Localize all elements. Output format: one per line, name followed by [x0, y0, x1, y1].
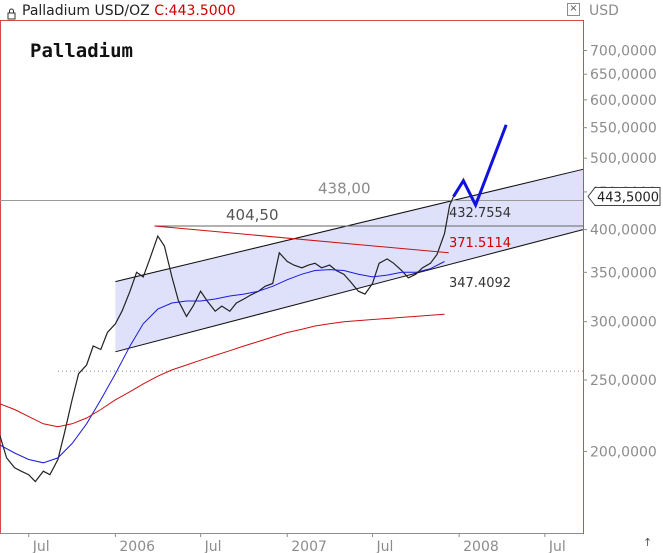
annotation-label: 432.7554: [449, 206, 511, 221]
x-tick-label: Jul: [32, 539, 50, 553]
last-price-tag-box: [587, 187, 661, 207]
moving-average-red: [0, 313, 445, 428]
moving-average-blue: [0, 261, 445, 464]
channel-lower-line: [115, 229, 584, 353]
level-label-404: 404,50: [226, 206, 279, 224]
currency-label: USD: [589, 3, 619, 19]
level-label-438: 438,00: [318, 180, 371, 198]
y-tick-label: 300,0000: [590, 315, 657, 331]
x-tick-label: 2006: [119, 539, 155, 553]
y-tick-label: 700,0000: [590, 44, 657, 60]
projection-line: [452, 124, 508, 209]
chart-header: Palladium USD/OZ C:443.5000: [22, 3, 235, 19]
y-tick-label: 200,0000: [590, 444, 657, 460]
x-tick-label: Jul: [204, 539, 222, 553]
chart-title: Palladium: [30, 40, 133, 62]
y-tick-label: 350,0000: [590, 265, 657, 281]
y-tick-label: 600,0000: [590, 93, 657, 109]
y-tick-label: 550,0000: [590, 121, 657, 137]
annotation-label: 347.4092: [449, 276, 511, 291]
x-tick-label: 2007: [291, 539, 327, 553]
x-tick-label: Jul: [375, 539, 393, 553]
x-tick-label: Jul: [548, 539, 566, 553]
last-price-tag-label: 443,5000: [597, 191, 659, 206]
close-icon[interactable]: ×: [567, 3, 580, 16]
channel-upper-line: [115, 168, 584, 283]
close-price: C:443.5000: [154, 3, 236, 19]
y-tick-label: 650,0000: [590, 67, 657, 83]
x-tick-label: 2008: [463, 539, 499, 553]
annotation-label: 371.5114: [449, 236, 511, 251]
arrow-up-icon[interactable]: ↑: [643, 536, 653, 549]
y-tick-label: 400,0000: [590, 223, 657, 239]
y-tick-label: 250,0000: [590, 373, 657, 389]
red-trendline: [154, 225, 449, 254]
price-line: [0, 196, 455, 483]
instrument-name: Palladium USD/OZ: [22, 3, 150, 19]
channel-fill: [115, 169, 584, 352]
padlock-icon: [7, 5, 16, 20]
y-tick-label: 500,0000: [590, 151, 657, 167]
